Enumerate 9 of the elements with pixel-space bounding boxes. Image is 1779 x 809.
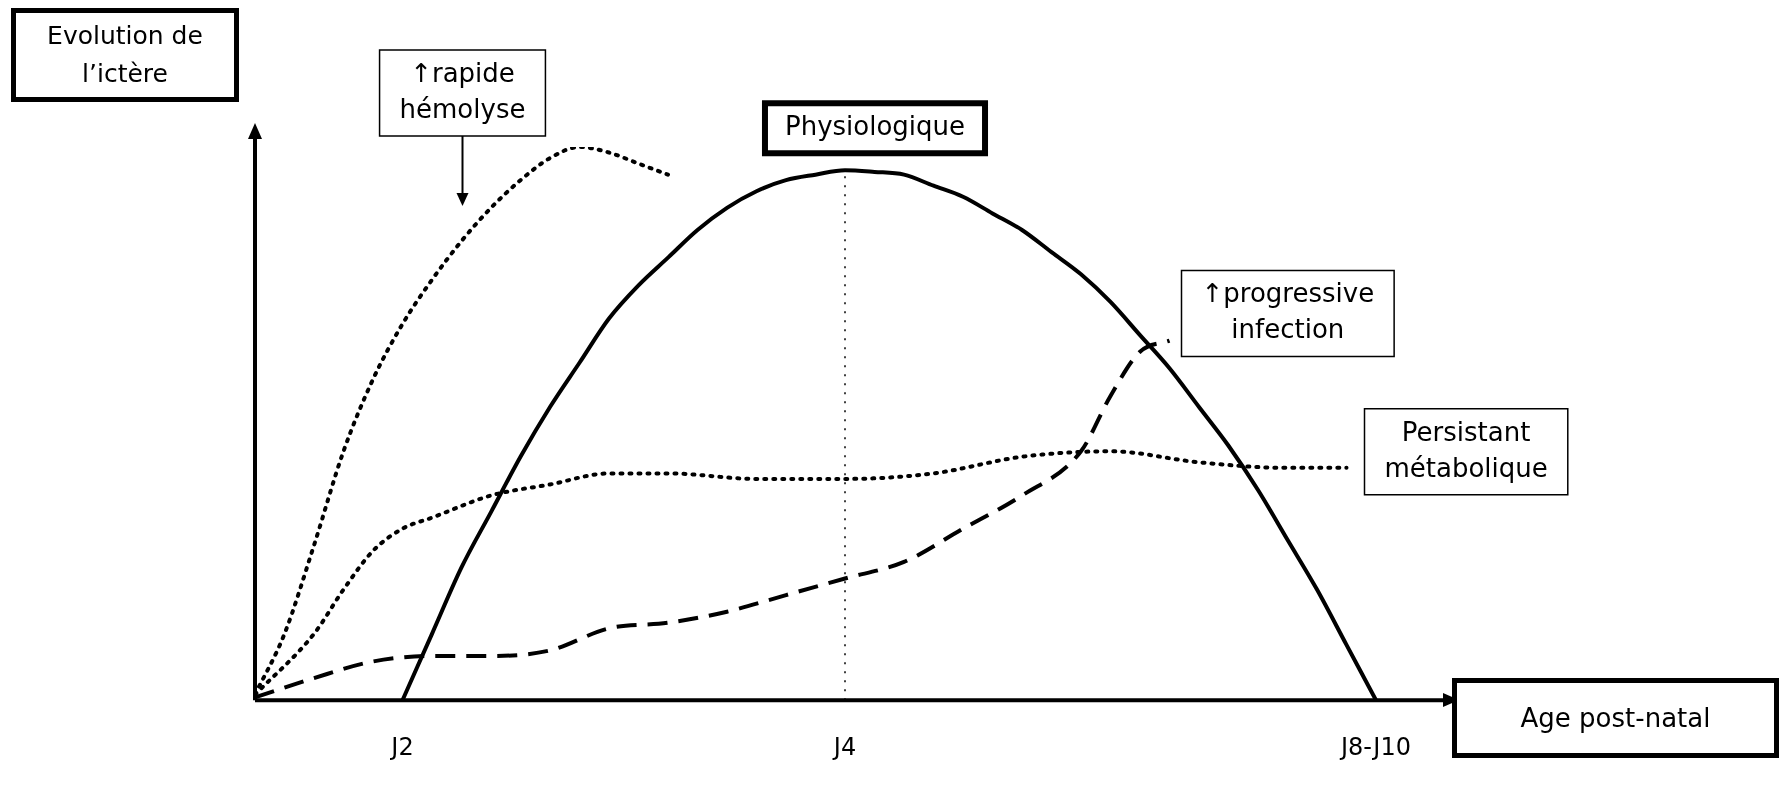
y-axis-title: Evolution de l’ictère [11, 8, 239, 102]
x-tick-label: J8-J10 [1339, 732, 1411, 761]
x-axis-title: Age post-natal [1452, 678, 1779, 758]
series-label: ↑progressive infection [1201, 278, 1375, 345]
x-tick-label: J4 [831, 732, 857, 761]
x-tick-label: J2 [389, 732, 414, 761]
series-label: Persistant métabolique [1384, 416, 1548, 483]
series-label: ↑rapide hémolyse [399, 57, 526, 124]
series-label: Physiologique [784, 110, 966, 141]
